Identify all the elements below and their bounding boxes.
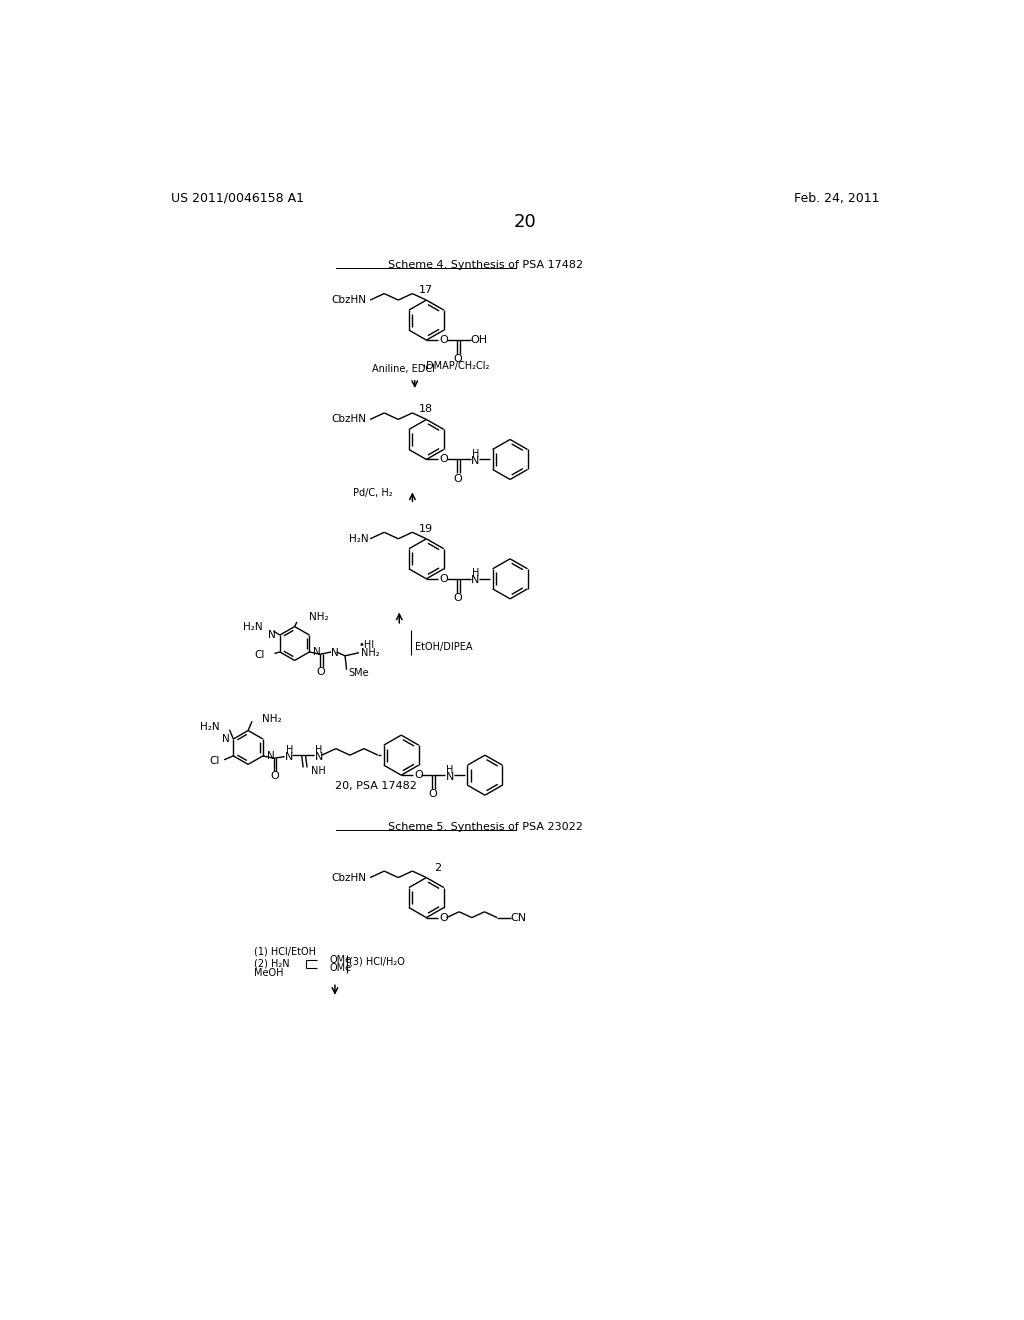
Text: MeOH: MeOH xyxy=(254,968,283,978)
Text: O: O xyxy=(454,593,463,603)
Text: N: N xyxy=(471,576,479,585)
Text: O: O xyxy=(439,454,447,465)
Text: N: N xyxy=(314,751,323,762)
Text: O: O xyxy=(454,474,463,483)
Text: CbzHN: CbzHN xyxy=(332,414,367,425)
Text: H: H xyxy=(471,449,479,459)
Text: NH: NH xyxy=(311,766,326,776)
Text: OMe: OMe xyxy=(330,964,351,973)
Text: N: N xyxy=(268,630,276,640)
Text: O: O xyxy=(429,789,437,800)
Text: O: O xyxy=(414,770,423,780)
Text: H₂N: H₂N xyxy=(349,533,369,544)
Text: 2: 2 xyxy=(434,862,441,873)
Text: O: O xyxy=(439,912,447,923)
Text: 17: 17 xyxy=(419,285,433,296)
Text: Pd/C, H₂: Pd/C, H₂ xyxy=(352,488,392,499)
Text: (1) HCl/EtOH: (1) HCl/EtOH xyxy=(254,946,315,957)
Text: O: O xyxy=(454,354,463,364)
Text: Cl: Cl xyxy=(255,649,265,660)
Text: H₂N: H₂N xyxy=(243,622,263,631)
Text: •HI: •HI xyxy=(358,640,375,649)
Text: Feb. 24, 2011: Feb. 24, 2011 xyxy=(795,191,880,205)
Text: CbzHN: CbzHN xyxy=(332,873,367,883)
Text: OH: OH xyxy=(470,335,487,345)
Text: O: O xyxy=(270,771,279,781)
Text: N: N xyxy=(313,647,321,657)
Text: NH₂: NH₂ xyxy=(262,714,282,723)
Text: N: N xyxy=(331,648,339,657)
Text: H: H xyxy=(446,764,454,775)
Text: SMe: SMe xyxy=(349,668,370,677)
Text: H: H xyxy=(286,744,293,755)
Text: NH₂: NH₂ xyxy=(309,612,329,622)
Text: EtOH/DIPEA: EtOH/DIPEA xyxy=(415,643,472,652)
Text: (2) H₂N: (2) H₂N xyxy=(254,958,289,968)
Text: OMe: OMe xyxy=(330,954,351,965)
Text: H: H xyxy=(315,744,323,755)
Text: US 2011/0046158 A1: US 2011/0046158 A1 xyxy=(171,191,304,205)
Text: CbzHN: CbzHN xyxy=(332,296,367,305)
Text: H: H xyxy=(471,569,479,578)
Text: O: O xyxy=(439,574,447,583)
Text: N: N xyxy=(222,734,229,744)
Text: N: N xyxy=(471,455,479,466)
Text: N: N xyxy=(285,751,294,762)
Text: CN: CN xyxy=(511,912,527,923)
Text: (3) HCl/H₂O: (3) HCl/H₂O xyxy=(349,957,404,966)
Text: H₂N: H₂N xyxy=(200,722,219,733)
Text: O: O xyxy=(316,667,326,677)
Text: O: O xyxy=(439,335,447,345)
Text: Cl: Cl xyxy=(209,756,219,767)
Text: Aniline, EDCl: Aniline, EDCl xyxy=(372,363,435,374)
Text: Scheme 5. Synthesis of PSA 23022: Scheme 5. Synthesis of PSA 23022 xyxy=(388,822,583,832)
Text: N: N xyxy=(267,751,274,760)
Text: 18: 18 xyxy=(419,404,433,414)
Text: 20: 20 xyxy=(513,213,537,231)
Text: DMAP/CH₂Cl₂: DMAP/CH₂Cl₂ xyxy=(426,362,489,371)
Text: N: N xyxy=(445,772,455,781)
Text: 20, PSA 17482: 20, PSA 17482 xyxy=(335,781,417,791)
Text: Scheme 4. Synthesis of PSA 17482: Scheme 4. Synthesis of PSA 17482 xyxy=(388,260,583,269)
Text: NH₂: NH₂ xyxy=(360,648,379,657)
Text: 19: 19 xyxy=(419,524,433,533)
